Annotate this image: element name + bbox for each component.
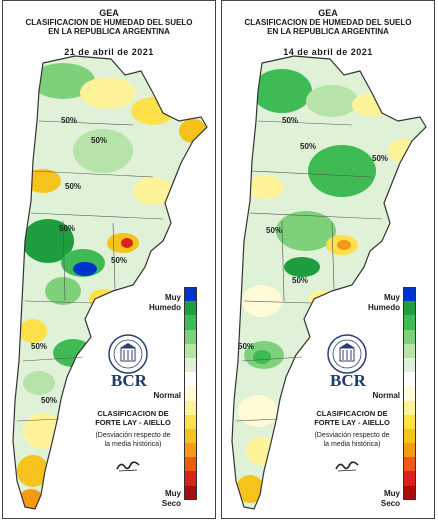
legend-swatch [184, 428, 197, 444]
country-outline [12, 55, 208, 510]
legend-swatch [184, 471, 197, 486]
legend-label-seco: Seco [161, 499, 181, 508]
legend-swatch [184, 357, 197, 373]
header-org: GEA [99, 8, 119, 18]
contour-label: 50% [61, 116, 77, 125]
legend-label-humedo: Humedo [368, 303, 400, 312]
legend-swatch [403, 315, 416, 330]
contour-label: 50% [31, 342, 47, 351]
contour-label: 50% [282, 116, 298, 125]
classification-title: CLASIFICACION DE FORTE LAY - AIELLO [89, 409, 177, 427]
legend-swatch [403, 386, 416, 401]
legend-label-muy: Muy [384, 489, 400, 498]
legend-swatch [184, 372, 197, 387]
classification-line: FORTE LAY - AIELLO [314, 418, 390, 427]
description-line: (Desviación respecto de [95, 432, 171, 439]
legend-label-muy: Muy [165, 293, 181, 302]
classification-line: CLASIFICACION DE [97, 409, 169, 418]
classification-description: (Desviación respecto de la media históri… [85, 431, 181, 449]
legend-swatch [403, 287, 416, 302]
contour-label: 50% [91, 136, 107, 145]
bcr-logo-text: BCR [330, 371, 366, 390]
bcr-signature-logo-icon [116, 461, 140, 472]
contour-label: 50% [372, 154, 388, 163]
description-line: la media histórica) [104, 441, 162, 448]
legend-swatch [184, 301, 197, 316]
legend-label-humedo: Humedo [149, 303, 181, 312]
legend-swatch [403, 428, 416, 444]
classification-line: FORTE LAY - AIELLO [95, 418, 171, 427]
map-date: 14 de abril de 2021 [283, 47, 373, 57]
description-line: la media histórica) [323, 441, 381, 448]
legend-swatch [403, 443, 416, 458]
legend-label-muy: Muy [384, 293, 400, 302]
contour-label: 50% [65, 182, 81, 191]
legend-label-normal: Normal [372, 391, 400, 400]
bcr-logo-text: BCR [111, 371, 147, 390]
province-boundaries [16, 120, 164, 422]
contour-label: 50% [111, 256, 127, 265]
legend-label-muy: Muy [165, 489, 181, 498]
legend-swatch [403, 301, 416, 316]
map-panel-left: 50% 50% 50% 50% 50% 50% 50% GEA CLASIFIC… [2, 0, 216, 519]
legend-swatch [184, 287, 197, 302]
province-boundaries [235, 120, 383, 422]
contour-label: 50% [41, 396, 57, 405]
argentina-soil-moisture-map: 50% 50% 50% 50% 50% 50% 50% [12, 55, 208, 510]
legend-swatch [184, 315, 197, 330]
bcr-signature-logo-icon [335, 461, 359, 472]
header-subtitle: EN LA REPUBLICA ARGENTINA [48, 27, 170, 36]
legend-swatch [403, 400, 416, 415]
contour-label: 50% [238, 342, 254, 351]
legend-swatch [403, 457, 416, 472]
legend-label-normal: Normal [153, 391, 181, 400]
map-panel-right: 50% 50% 50% 50% 50% 50% GEA CLASIFICACIO… [221, 0, 435, 519]
classification-line: CLASIFICACION DE [316, 409, 388, 418]
legend-swatch [403, 372, 416, 387]
classification-description: (Desviación respecto de la media históri… [304, 431, 400, 449]
argentina-soil-moisture-map: 50% 50% 50% 50% 50% 50% [231, 55, 427, 510]
header-subtitle: EN LA REPUBLICA ARGENTINA [267, 27, 389, 36]
contour-labels: 50% 50% 50% 50% 50% 50% 50% [31, 116, 127, 405]
contour-label: 50% [292, 276, 308, 285]
map-date: 21 de abril de 2021 [64, 47, 154, 57]
description-line: (Desviación respecto de [314, 432, 390, 439]
bcr-seal-icon [327, 334, 367, 374]
contour-label: 50% [266, 226, 282, 235]
classification-title: CLASIFICACION DE FORTE LAY - AIELLO [308, 409, 396, 427]
legend-swatch [184, 485, 197, 500]
legend-swatch [184, 457, 197, 472]
color-legend [403, 287, 416, 500]
header-title: CLASIFICACION DE HUMEDAD DEL SUELO [244, 18, 412, 27]
legend-swatch [184, 443, 197, 458]
legend-swatch [184, 400, 197, 415]
legend-swatch [184, 343, 197, 358]
legend-swatch [184, 329, 197, 344]
bcr-seal-icon [108, 334, 148, 374]
color-legend [184, 287, 197, 500]
legend-swatch [403, 414, 416, 429]
header-org: GEA [318, 8, 338, 18]
contour-labels: 50% 50% 50% 50% 50% 50% [238, 116, 388, 351]
contour-label: 50% [300, 142, 316, 151]
header-title: CLASIFICACION DE HUMEDAD DEL SUELO [25, 18, 193, 27]
legend-swatch [184, 414, 197, 429]
legend-swatch [403, 357, 416, 373]
legend-swatch [403, 485, 416, 500]
legend-swatch [403, 329, 416, 344]
legend-swatch [184, 386, 197, 401]
contour-label: 50% [59, 224, 75, 233]
legend-label-seco: Seco [380, 499, 400, 508]
legend-swatch [403, 471, 416, 486]
legend-swatch [403, 343, 416, 358]
country-outline [231, 55, 427, 510]
